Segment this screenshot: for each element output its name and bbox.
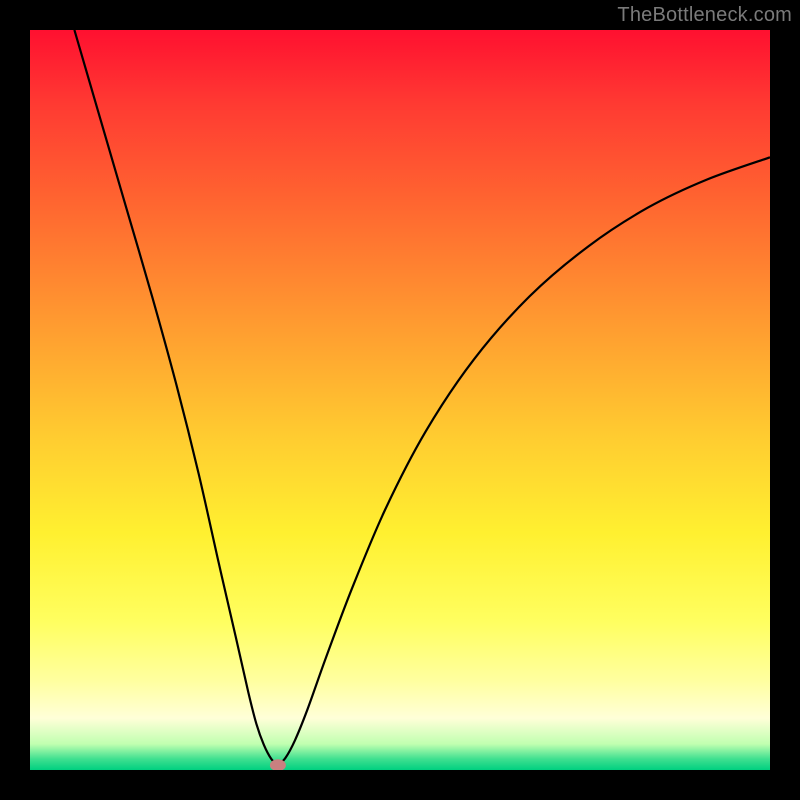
right-curve — [278, 157, 770, 765]
watermark-label: TheBottleneck.com — [617, 4, 792, 27]
bottleneck-curve-svg — [30, 30, 770, 770]
left-curve — [74, 30, 278, 765]
chart-area — [30, 30, 770, 770]
